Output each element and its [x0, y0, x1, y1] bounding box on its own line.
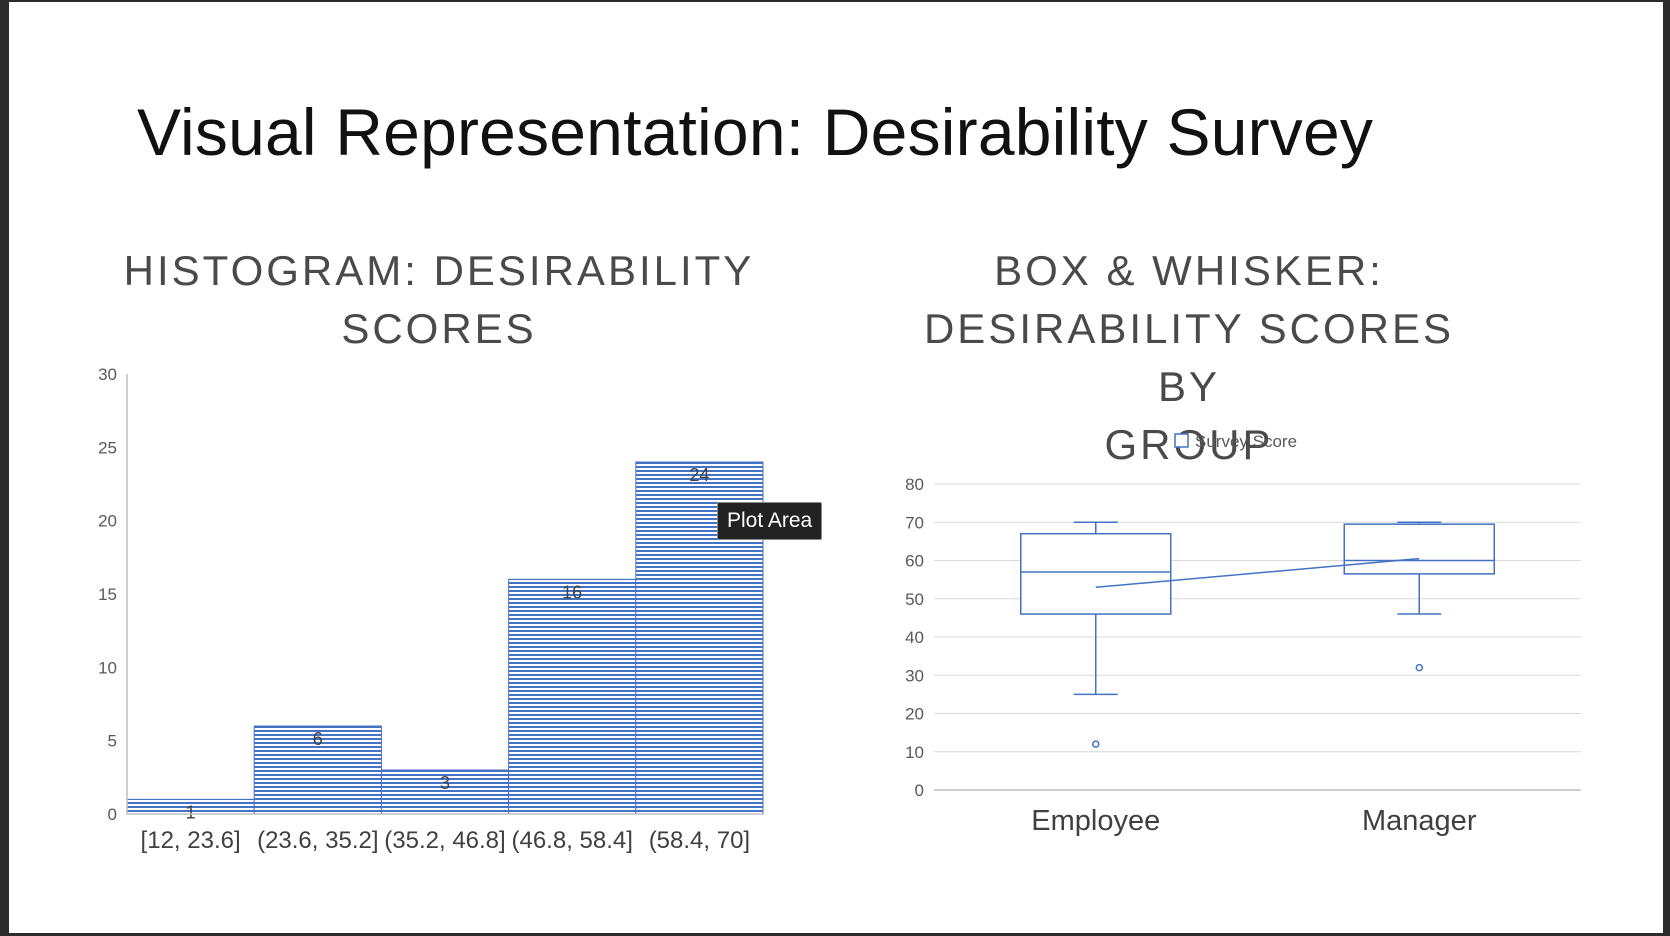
histogram-category-label: (23.6, 35.2]	[257, 827, 378, 854]
histogram-y-tick-label: 20	[98, 512, 117, 531]
outlier-point	[1415, 663, 1423, 672]
histogram-data-label: 16	[562, 582, 582, 602]
mean-line	[1095, 557, 1420, 589]
outlier-point	[1092, 740, 1100, 748]
histogram-data-label: 24	[689, 465, 709, 485]
boxplot-category-label: Manager	[1362, 805, 1477, 837]
boxplot-title-line-1: BOX & WHISKER:	[994, 247, 1384, 294]
boxplot-title-line-2: DESIRABILITY SCORES BY	[923, 305, 1455, 410]
histogram-title: HISTOGRAM: DESIRABILITY SCORES	[119, 242, 759, 358]
histogram-y-tick-label: 30	[98, 365, 117, 384]
slide: Visual Representation: Desirability Surv…	[9, 2, 1663, 933]
legend-swatch	[1174, 433, 1189, 448]
histogram-category-label: (35.2, 46.8]	[384, 827, 505, 854]
box[interactable]	[1343, 523, 1495, 575]
boxplot-y-tick-label: 60	[905, 552, 924, 571]
histogram-y-tick-label: 10	[98, 658, 117, 677]
boxplot-y-tick-label: 10	[905, 743, 924, 762]
histogram-y-tick-label: 0	[108, 805, 117, 824]
boxplot-group-employee[interactable]	[1020, 521, 1172, 748]
histogram-y-tick-label: 15	[98, 585, 117, 604]
boxplot-y-tick-label: 30	[905, 666, 924, 685]
histogram-data-label: 1	[186, 802, 196, 822]
boxplot-y-tick-label: 0	[915, 781, 924, 800]
histogram-data-label: 6	[313, 729, 323, 749]
boxplot-group-manager[interactable]	[1343, 521, 1495, 672]
histogram-category-label: [12, 23.6]	[141, 827, 241, 854]
boxplot-y-tick-label: 20	[905, 705, 924, 724]
histogram-bar[interactable]	[508, 578, 637, 815]
boxplot-y-tick-label: 70	[905, 513, 924, 532]
histogram-y-tick-label: 5	[108, 732, 117, 751]
histogram-title-line-1: HISTOGRAM: DESIRABILITY	[123, 247, 755, 294]
histogram-category-label: (58.4, 70]	[649, 827, 750, 854]
slide-title: Visual Representation: Desirability Surv…	[137, 95, 1374, 169]
boxplot-y-tick-label: 40	[905, 628, 924, 647]
boxplot-y-tick-label: 80	[905, 475, 924, 494]
legend-label: Survey Score	[1195, 432, 1297, 451]
histogram-title-line-2: SCORES	[341, 305, 537, 352]
histogram-data-label: 3	[440, 773, 450, 793]
histogram-category-label: (46.8, 58.4]	[511, 827, 632, 854]
boxplot-y-tick-label: 50	[905, 590, 924, 609]
boxplot-category-label: Employee	[1031, 805, 1160, 837]
boxplot-legend: Survey Score	[1174, 432, 1297, 451]
box[interactable]	[1020, 532, 1172, 615]
plot-area-tooltip: Plot Area	[717, 502, 823, 540]
boxplot-title: BOX & WHISKER: DESIRABILITY SCORES BY GR…	[889, 242, 1489, 474]
histogram-y-tick-label: 25	[98, 438, 117, 457]
